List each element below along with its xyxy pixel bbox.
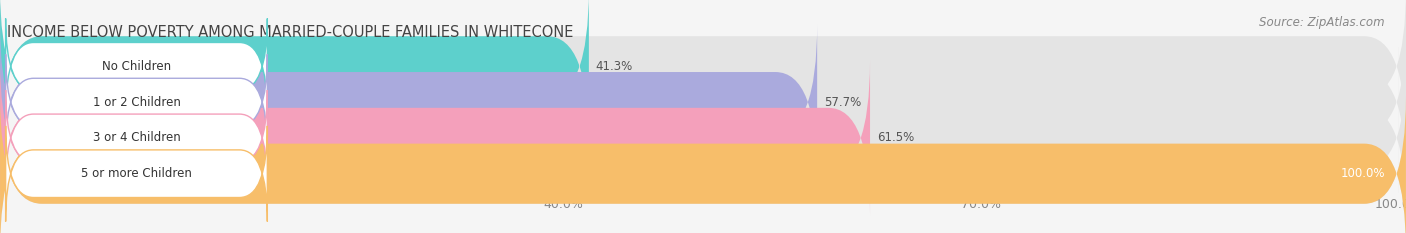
FancyBboxPatch shape — [6, 18, 267, 114]
Text: 3 or 4 Children: 3 or 4 Children — [93, 131, 180, 144]
FancyBboxPatch shape — [6, 90, 267, 186]
FancyBboxPatch shape — [0, 0, 589, 144]
FancyBboxPatch shape — [0, 0, 1406, 144]
Text: 57.7%: 57.7% — [824, 96, 862, 109]
FancyBboxPatch shape — [0, 25, 817, 179]
Text: 61.5%: 61.5% — [877, 131, 914, 144]
FancyBboxPatch shape — [6, 126, 267, 222]
Text: Source: ZipAtlas.com: Source: ZipAtlas.com — [1260, 16, 1385, 29]
Text: 1 or 2 Children: 1 or 2 Children — [93, 96, 180, 109]
Text: 41.3%: 41.3% — [596, 60, 633, 73]
FancyBboxPatch shape — [0, 61, 1406, 215]
FancyBboxPatch shape — [0, 61, 870, 215]
Text: 100.0%: 100.0% — [1340, 167, 1385, 180]
FancyBboxPatch shape — [6, 54, 267, 150]
FancyBboxPatch shape — [0, 96, 1406, 233]
FancyBboxPatch shape — [0, 25, 1406, 179]
Text: 5 or more Children: 5 or more Children — [82, 167, 191, 180]
Text: No Children: No Children — [101, 60, 172, 73]
FancyBboxPatch shape — [0, 96, 1406, 233]
Text: INCOME BELOW POVERTY AMONG MARRIED-COUPLE FAMILIES IN WHITECONE: INCOME BELOW POVERTY AMONG MARRIED-COUPL… — [7, 25, 574, 40]
